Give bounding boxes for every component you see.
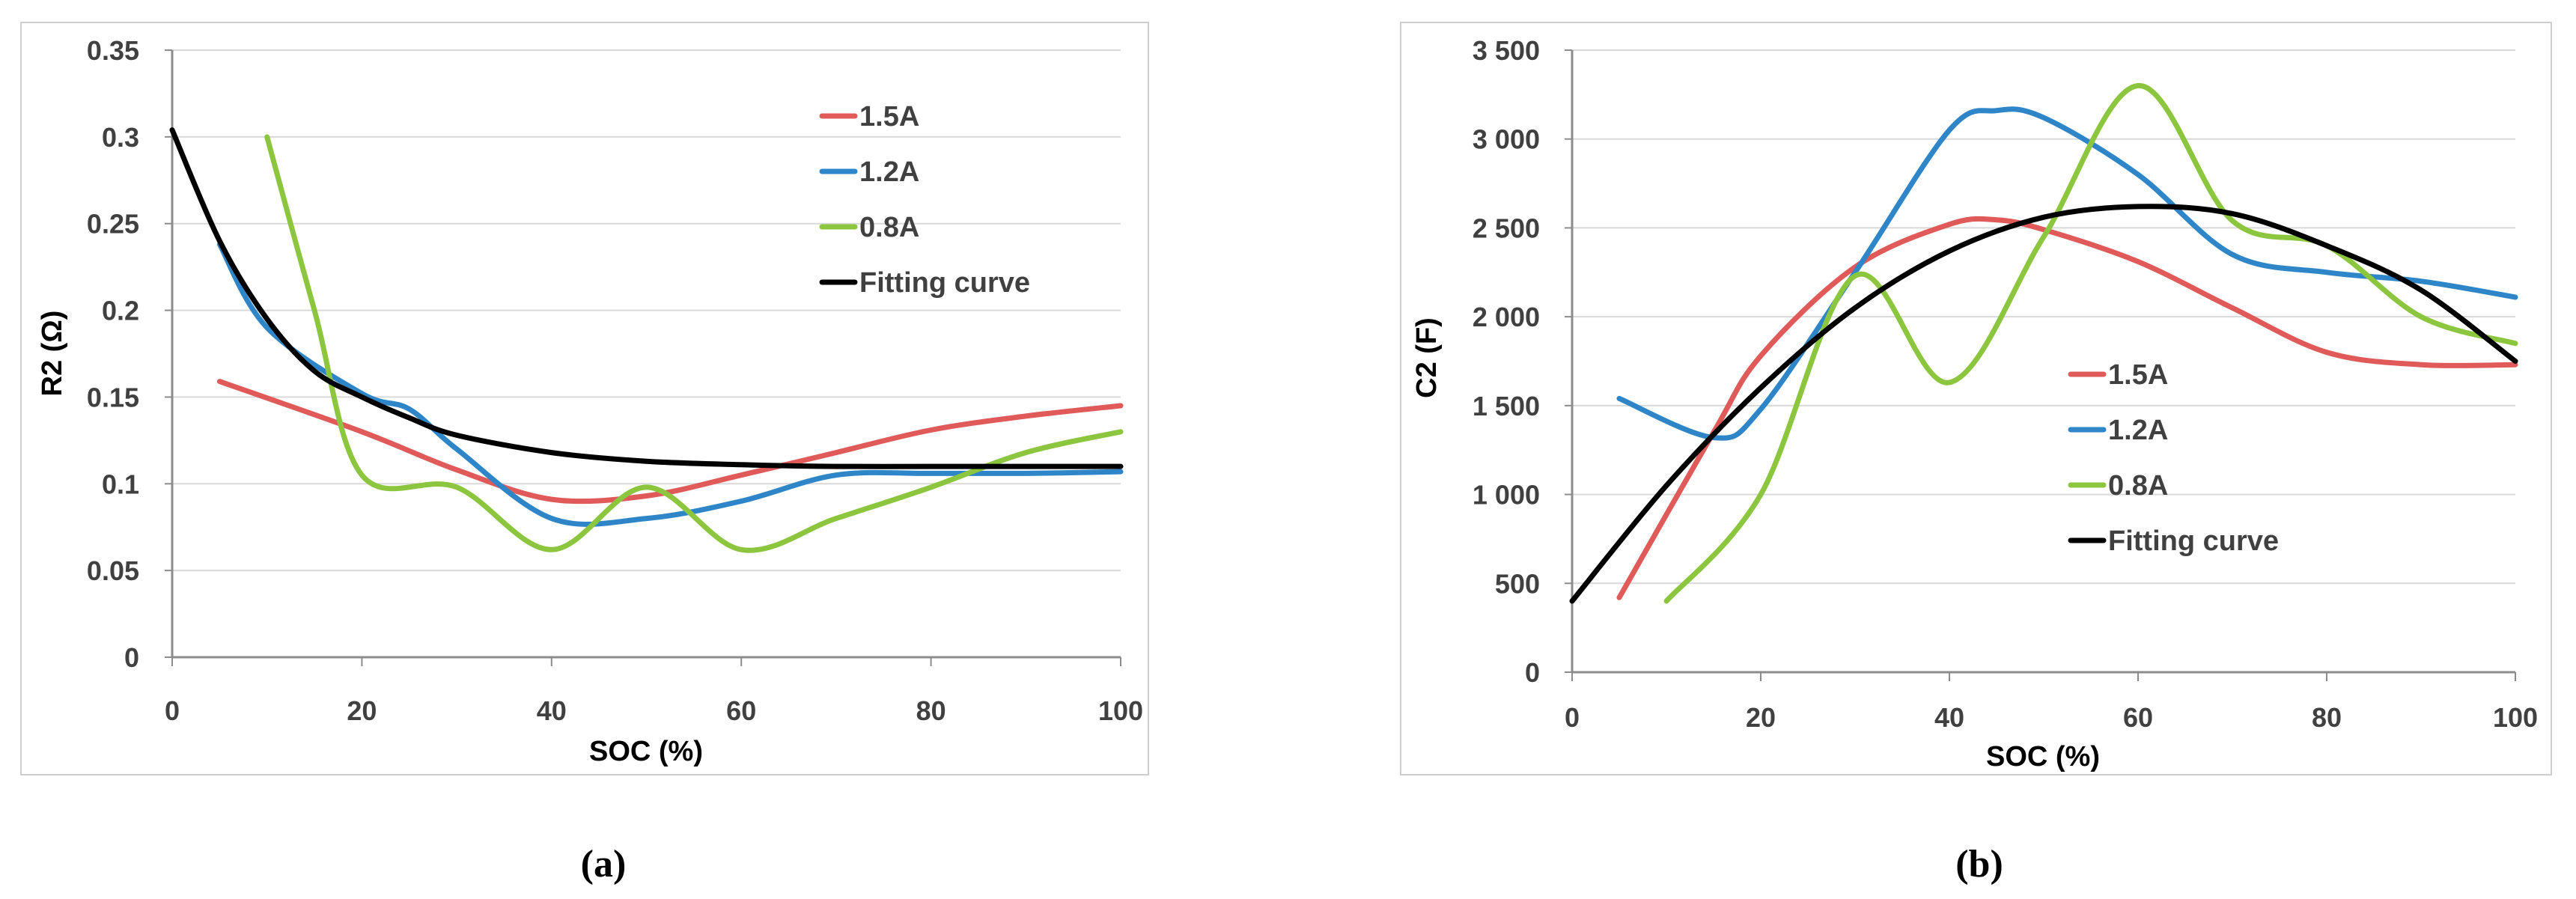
panel-a-frame	[20, 22, 1149, 775]
a-y-tick-label: 0.15	[87, 382, 139, 412]
b-x-tick-label: 100	[2493, 702, 2538, 733]
b-y-tick-label: 3 000	[1473, 124, 1540, 155]
a-series-line-1-2a	[216, 242, 1124, 527]
a-x-tick-label: 60	[726, 695, 756, 726]
a-series-line-1-5a	[216, 379, 1124, 505]
panel-label-b: (b)	[1955, 843, 2003, 886]
b-y-tick-label: 3 500	[1473, 35, 1540, 66]
a-x-tick-label: 40	[537, 695, 567, 726]
b-legend-label-fitting-curve: Fitting curve	[2108, 525, 2279, 557]
b-y-tick-label: 1 000	[1473, 480, 1540, 511]
b-legend-label-1-2a: 1.2A	[2108, 415, 2168, 446]
a-y-tick-label: 0.25	[87, 209, 139, 240]
b-y-tick-label: 500	[1495, 568, 1540, 599]
a-series-line-fitting-curve	[169, 127, 1124, 469]
b-x-tick-label: 80	[2312, 702, 2342, 733]
panel-label-a: (a)	[581, 843, 627, 886]
a-y-tick-label: 0.2	[102, 296, 139, 326]
b-series-line-1-2a	[1616, 106, 2518, 441]
a-series-line-0-8a	[264, 134, 1124, 553]
b-x-axis-title: SOC (%)	[1986, 741, 2100, 772]
panel-b-frame	[1400, 22, 2552, 775]
b-x-tick-label: 60	[2123, 702, 2153, 733]
b-x-tick-label: 0	[1565, 702, 1580, 733]
b-y-tick-label: 2 500	[1473, 213, 1540, 243]
a-legend-label-1-2a: 1.2A	[859, 156, 919, 188]
a-x-tick-label: 20	[347, 695, 377, 726]
panel-b-chart: 0 500 1 000 1 500 2 000 2 500 3 000 3 500 0 20 40 6…	[1411, 35, 2538, 772]
b-series-line-fitting-curve	[1569, 204, 2518, 604]
b-y-tick-label: 2 000	[1473, 302, 1540, 332]
a-y-tick-label: 0.3	[102, 122, 139, 153]
a-y-tick-label: 0.05	[87, 555, 139, 586]
a-y-tick-label: 0	[124, 642, 139, 673]
b-y-tick-label: 0	[1525, 657, 1540, 688]
b-x-tick-label: 40	[1934, 702, 1964, 733]
b-series-line-1-5a	[1616, 216, 2518, 600]
a-y-tick-label: 0.35	[87, 35, 139, 66]
a-y-tick-label: 0.1	[102, 469, 139, 499]
a-y-axis-title: R2 (Ω)	[37, 311, 68, 397]
b-legend-label-0-8a: 0.8A	[2108, 470, 2168, 502]
b-y-axis-title: C2 (F)	[1411, 317, 1443, 398]
a-legend-label-0-8a: 0.8A	[859, 212, 919, 243]
b-x-tick-label: 20	[1746, 702, 1776, 733]
panel-a-chart: 0 0.05 0.1 0.15 0.2 0.25 0.3 0.35 0 20 40 60 80 100 SO…	[37, 35, 1143, 767]
a-legend-label-1-5a: 1.5A	[859, 101, 919, 132]
b-y-tick-label: 1 500	[1473, 391, 1540, 421]
a-x-tick-label: 80	[916, 695, 946, 726]
a-x-axis-title: SOC (%)	[589, 736, 703, 767]
a-legend-label-fitting-curve: Fitting curve	[859, 267, 1030, 299]
a-x-tick-label: 100	[1098, 695, 1143, 726]
a-x-tick-label: 0	[165, 695, 180, 726]
b-legend-label-1-5a: 1.5A	[2108, 359, 2168, 391]
